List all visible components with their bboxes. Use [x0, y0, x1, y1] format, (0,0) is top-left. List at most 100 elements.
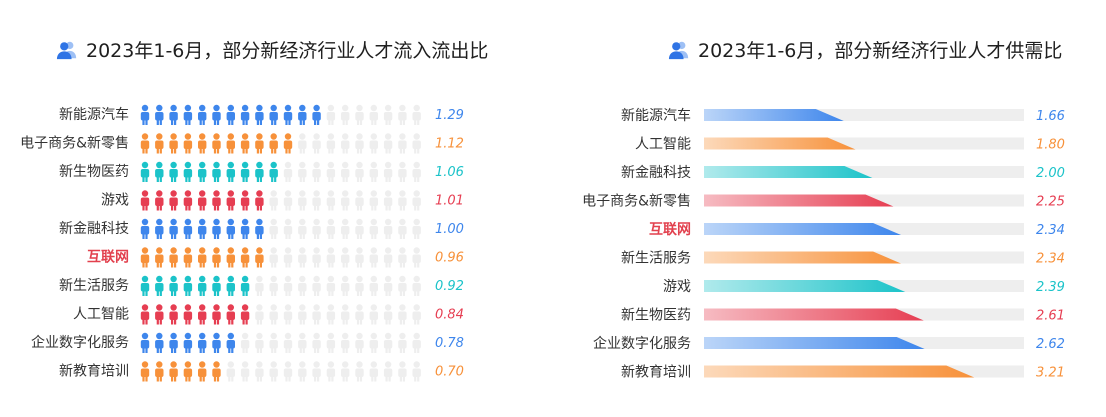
person-icon-empty [255, 275, 264, 296]
category-label: 新教育培训 [59, 364, 129, 380]
person-icon-filled [183, 104, 193, 125]
person-icon-filled [155, 247, 164, 268]
person-icon-filled [198, 104, 207, 125]
person-icon-empty [383, 304, 393, 325]
person-icon-filled [269, 161, 278, 182]
value-label: 0.84 [435, 308, 464, 323]
person-icon-filled [226, 275, 235, 296]
person-icon-empty [326, 304, 336, 325]
person-icon-empty [355, 304, 364, 325]
person-icon-filled [198, 247, 207, 268]
value-label: 0.96 [435, 251, 464, 266]
person-icon-filled [298, 104, 307, 125]
bar [704, 137, 856, 150]
category-label: 新生活服务 [621, 251, 691, 267]
bar-row: 电子商务&新零售 2.25 [582, 194, 1065, 210]
person-icon-empty [283, 161, 293, 182]
person-icon-empty [298, 304, 307, 325]
category-label: 互联网 [87, 250, 129, 266]
category-label: 游戏 [663, 279, 691, 295]
person-icon-filled [155, 218, 164, 239]
person-icon-empty [355, 133, 364, 154]
person-icon-empty [341, 104, 350, 125]
person-icon-filled [269, 104, 278, 125]
person-icon-empty [412, 332, 421, 353]
person-icon-empty [341, 218, 350, 239]
person-icon-filled [226, 304, 235, 325]
bar-row: 互联网 2.34 [649, 222, 1065, 238]
person-icon-empty [312, 218, 321, 239]
person-icon-filled [155, 161, 164, 182]
person-icon-filled [255, 104, 264, 125]
person-icon-empty [312, 247, 321, 268]
person-icon-filled [255, 190, 264, 211]
person-icon-empty [312, 133, 321, 154]
person-icon-empty [398, 104, 407, 125]
person-icon-filled [183, 332, 193, 353]
person-icon-filled [183, 218, 193, 239]
person-icon-empty [240, 361, 250, 382]
person-icon-empty [369, 218, 378, 239]
category-label: 新能源汽车 [59, 106, 129, 123]
person-icon-empty [341, 133, 350, 154]
person-icon-filled [240, 218, 250, 239]
person-icon-empty [298, 275, 307, 296]
person-icon-empty [412, 361, 421, 382]
person-icon-filled [155, 361, 164, 382]
person-icon-filled [198, 161, 207, 182]
person-icon-filled [212, 161, 221, 182]
person-icon-filled [226, 247, 235, 268]
category-label: 新生活服务 [59, 278, 129, 294]
person-icon-filled [140, 275, 150, 296]
person-icon-empty [383, 275, 393, 296]
person-icon-filled [212, 247, 221, 268]
person-icon-empty [355, 161, 364, 182]
person-icon-empty [298, 218, 307, 239]
person-icon-filled [183, 247, 193, 268]
person-icon-empty [398, 332, 407, 353]
person-icon-empty [369, 332, 378, 353]
person-icon-empty [269, 332, 278, 353]
pictograph-row: 新生物医药 1.06 [59, 161, 464, 182]
person-icon-empty [326, 104, 336, 125]
person-icon-empty [355, 275, 364, 296]
person-icon-filled [240, 275, 250, 296]
person-icon-filled [140, 304, 150, 325]
value-label: 2.34 [1036, 223, 1065, 238]
value-label: 1.29 [435, 108, 464, 123]
category-label: 企业数字化服务 [593, 335, 691, 352]
person-icon-empty [240, 332, 250, 353]
person-icon-empty [412, 247, 421, 268]
value-label: 1.12 [435, 137, 464, 152]
category-label: 互联网 [649, 222, 691, 238]
person-icon-empty [412, 133, 421, 154]
person-icon-empty [283, 275, 293, 296]
person-icon-empty [312, 161, 321, 182]
users-icon [668, 41, 689, 59]
person-icon-empty [383, 161, 393, 182]
person-icon-filled [155, 304, 164, 325]
person-icon-filled [183, 190, 193, 211]
person-icon-filled [283, 104, 293, 125]
value-label: 1.66 [1036, 109, 1065, 124]
value-label: 2.00 [1036, 166, 1065, 181]
person-icon-filled [198, 332, 207, 353]
bar-row: 新金融科技 2.00 [621, 165, 1065, 181]
value-label: 0.70 [435, 365, 464, 380]
category-label: 新教育培训 [621, 365, 691, 381]
person-icon-filled [169, 304, 178, 325]
person-icon-empty [355, 104, 364, 125]
person-icon-filled [212, 361, 221, 382]
person-icon-empty [383, 104, 393, 125]
person-icon-empty [412, 275, 421, 296]
person-icon-empty [283, 332, 293, 353]
person-icon-empty [312, 190, 321, 211]
person-icon-empty [383, 190, 393, 211]
person-icon-empty [269, 247, 278, 268]
person-icon-empty [355, 361, 364, 382]
person-icon-empty [355, 332, 364, 353]
person-icon-empty [383, 332, 393, 353]
person-icon-empty [398, 361, 407, 382]
value-label: 1.06 [435, 165, 464, 180]
pictograph-row: 人工智能 0.84 [73, 304, 464, 325]
